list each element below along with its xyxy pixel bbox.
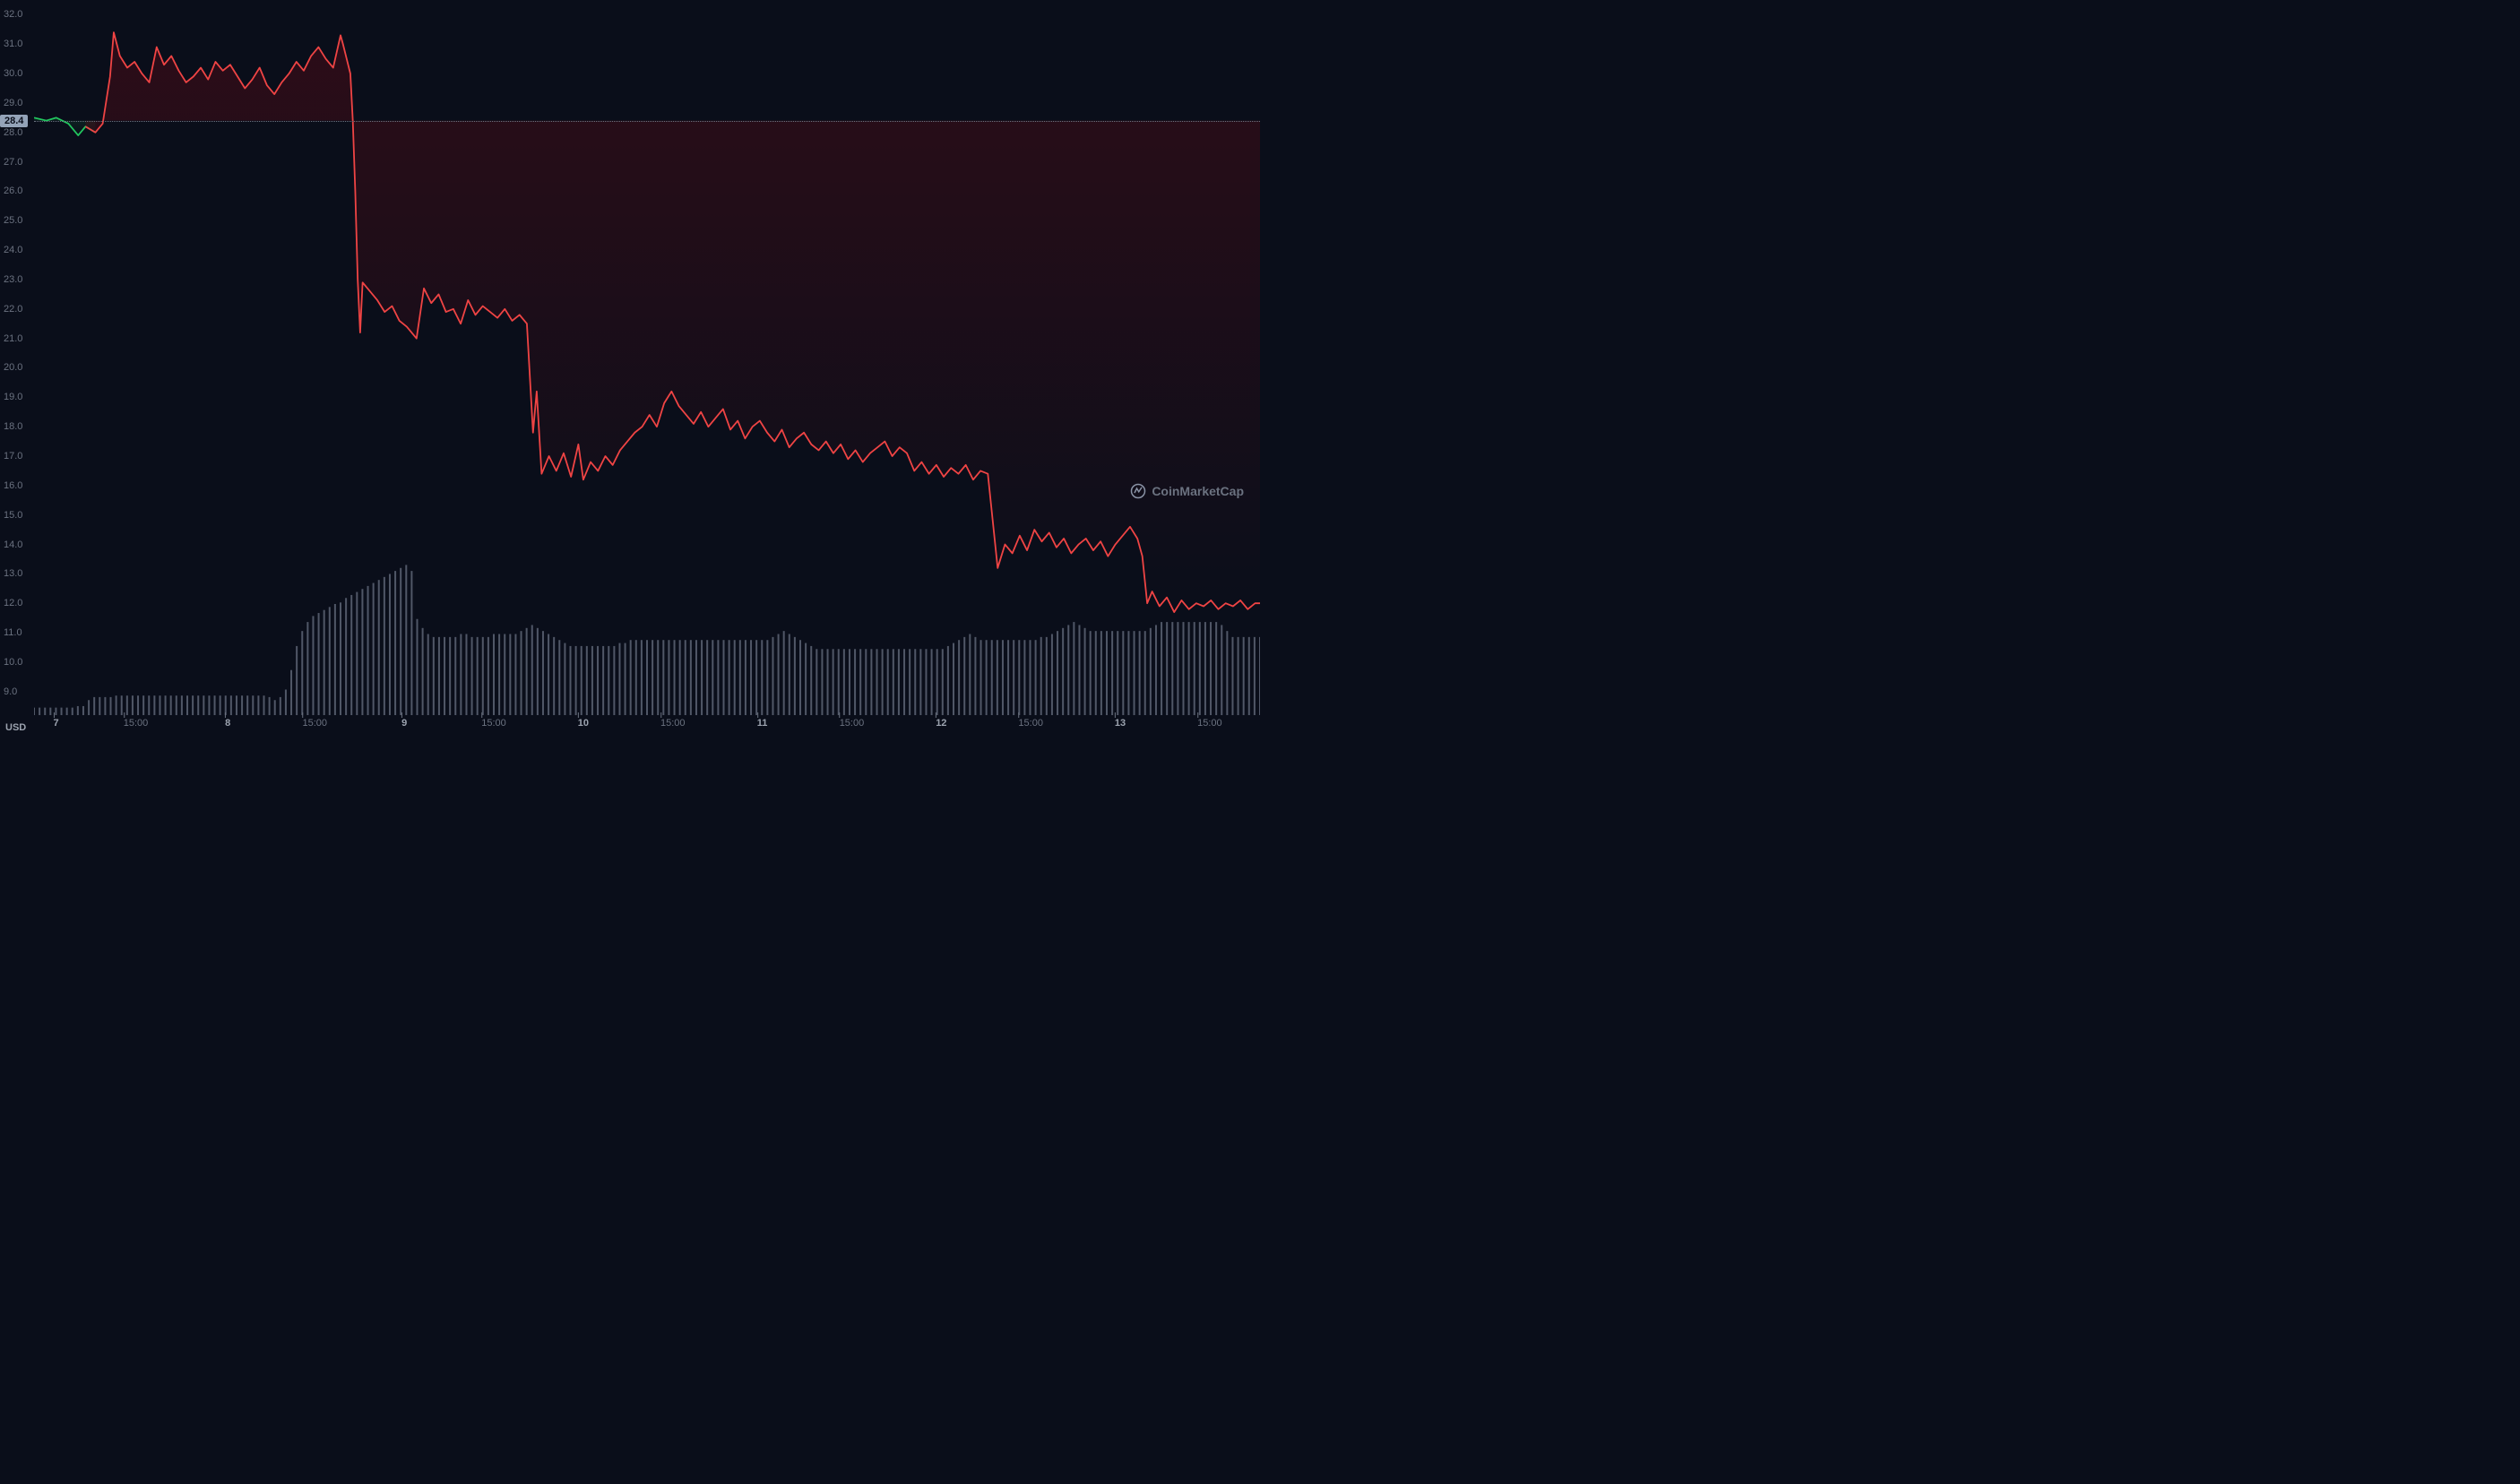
price-chart[interactable]: 9.0 10.0 11.0 12.0 13.0 14.0 15.0 16.0 17.0 18.0 1…: [0, 0, 1260, 742]
y-tick: 20.0: [4, 362, 22, 373]
x-tick: 15:00: [124, 718, 149, 729]
x-tick: 9: [401, 718, 407, 729]
x-tick: 15:00: [840, 718, 865, 729]
x-tick: 15:00: [660, 718, 686, 729]
y-tick: 10.0: [4, 657, 22, 668]
reference-line: [34, 121, 1260, 122]
y-tick: 23.0: [4, 274, 22, 285]
y-tick: 11.0: [4, 627, 22, 638]
coinmarketcap-watermark: CoinMarketCap: [1130, 483, 1244, 499]
y-tick: 24.0: [4, 245, 22, 255]
chart-svg: [34, 0, 1260, 715]
y-tick: 12.0: [4, 598, 22, 608]
x-tick: 12: [936, 718, 946, 729]
y-tick: 15.0: [4, 510, 22, 521]
y-tick: 29.0: [4, 98, 22, 108]
y-tick: 14.0: [4, 539, 22, 550]
x-tick: 15:00: [1018, 718, 1043, 729]
coinmarketcap-icon: [1130, 483, 1146, 499]
x-axis: 7 15:00 8 15:00 9 15:00 10 15:00 11 15:00 12 15:00 1…: [34, 715, 1260, 742]
plot-area[interactable]: CoinMarketCap: [34, 0, 1260, 715]
watermark-text: CoinMarketCap: [1152, 484, 1244, 498]
y-tick: 9.0: [4, 686, 17, 697]
y-tick: 28.0: [4, 127, 22, 138]
y-tick: 30.0: [4, 68, 22, 79]
y-tick: 19.0: [4, 392, 22, 402]
y-axis: 9.0 10.0 11.0 12.0 13.0 14.0 15.0 16.0 17.0 18.0 1…: [0, 0, 34, 742]
x-tick: 10: [578, 718, 589, 729]
currency-label: USD: [5, 722, 26, 733]
x-tick: 15:00: [481, 718, 506, 729]
x-tick: 13: [1115, 718, 1126, 729]
y-tick: 32.0: [4, 9, 22, 20]
y-tick: 16.0: [4, 480, 22, 491]
y-tick: 31.0: [4, 39, 22, 49]
y-tick: 13.0: [4, 568, 22, 579]
y-tick: 21.0: [4, 333, 22, 344]
x-tick: 8: [225, 718, 230, 729]
y-tick: 22.0: [4, 304, 22, 315]
y-tick: 18.0: [4, 421, 22, 432]
x-tick: 15:00: [303, 718, 328, 729]
reference-value-label: 28.4: [0, 115, 28, 127]
y-tick: 17.0: [4, 451, 22, 462]
y-tick: 27.0: [4, 157, 22, 168]
x-tick: 11: [757, 718, 768, 729]
x-tick: 15:00: [1197, 718, 1222, 729]
y-tick: 26.0: [4, 186, 22, 196]
y-tick: 25.0: [4, 215, 22, 226]
x-tick: 7: [54, 718, 59, 729]
